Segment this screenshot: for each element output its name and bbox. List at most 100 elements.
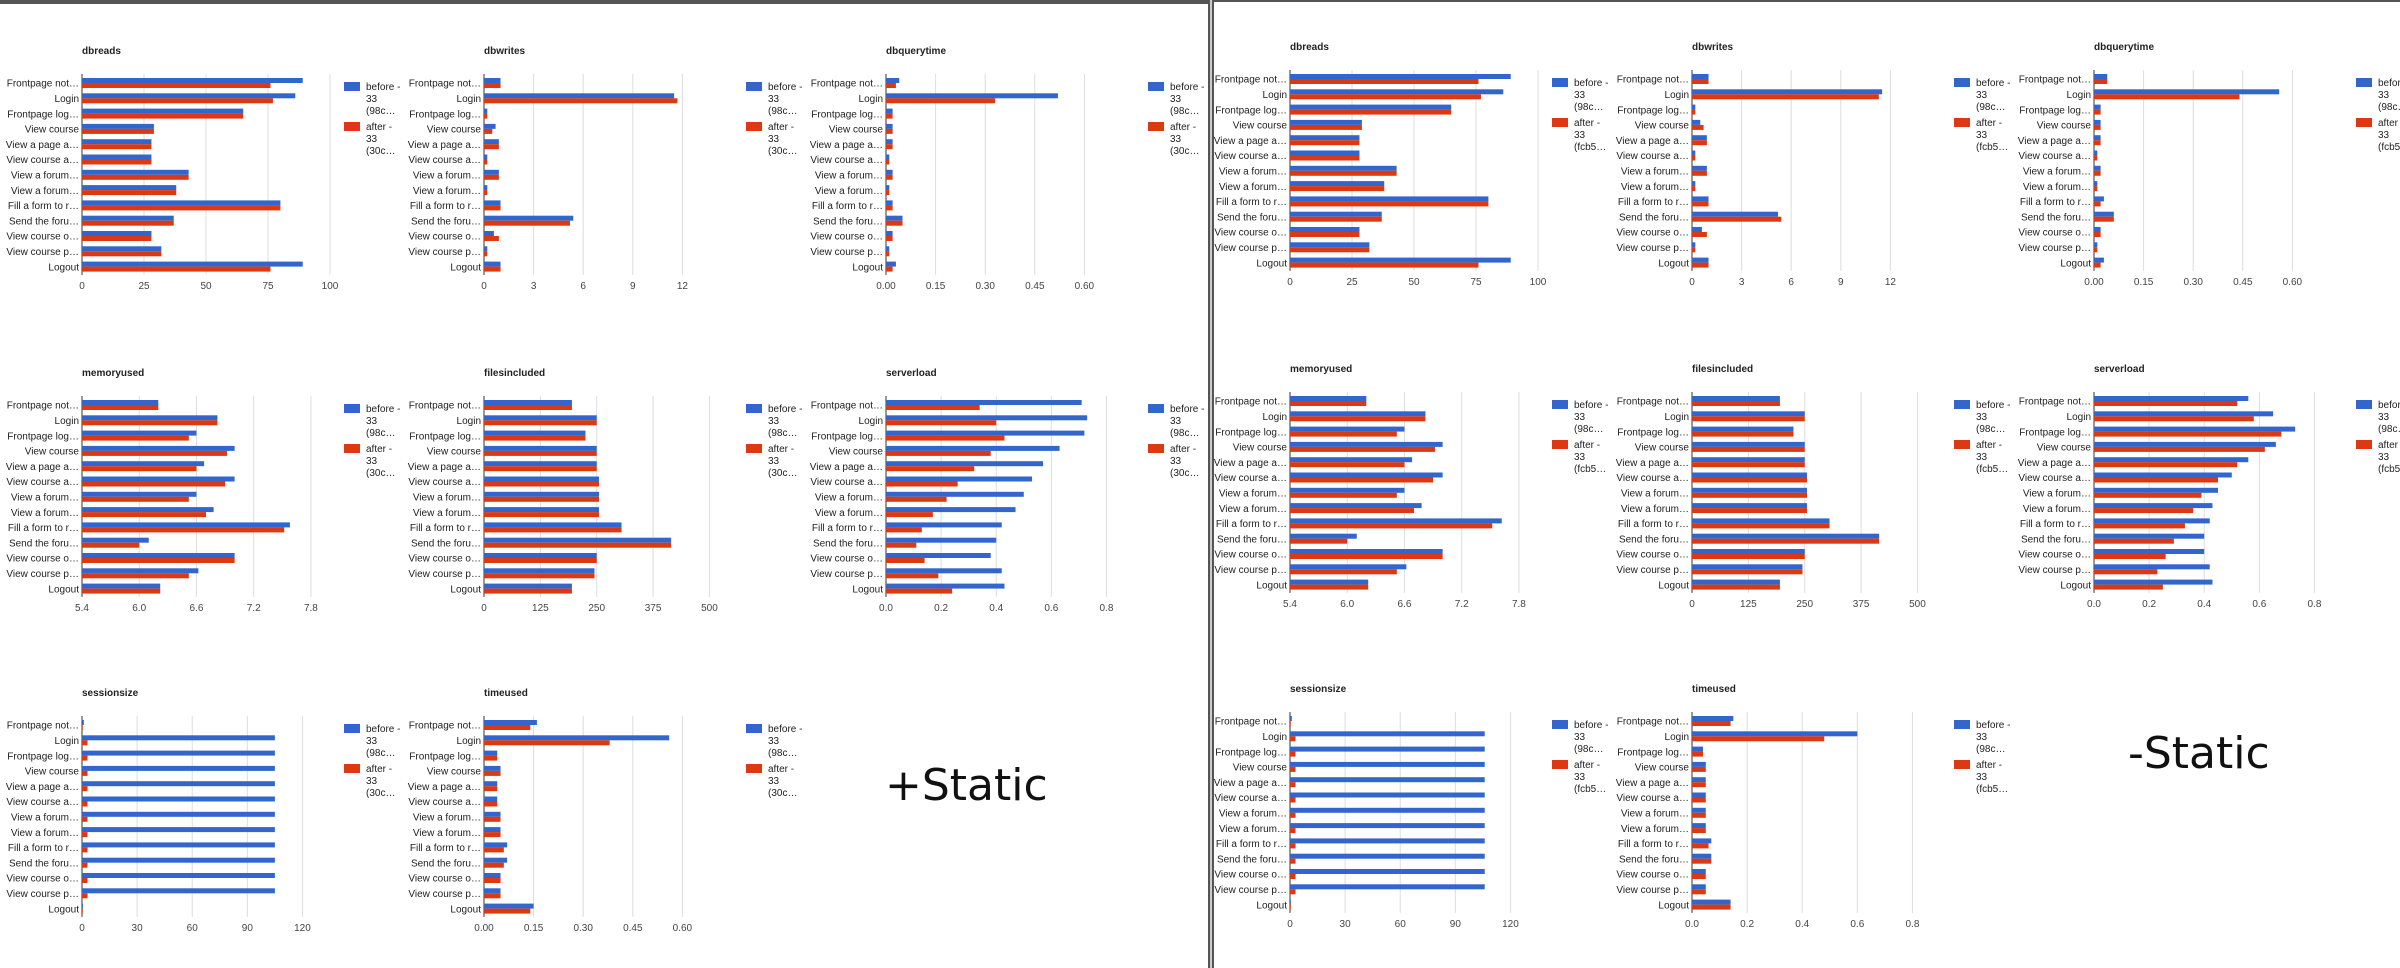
bar-before <box>1692 89 1882 94</box>
bar-before <box>2094 427 2295 432</box>
legend-label-after: after -33 (30c… <box>768 122 797 157</box>
bar-after <box>82 160 151 165</box>
category-label: View course <box>2037 121 2092 132</box>
bar-after <box>82 129 154 134</box>
bar-before <box>1692 503 1807 508</box>
bar-before <box>1692 105 1695 110</box>
x-tick-label: 0.8 <box>1099 603 1113 614</box>
bar-after <box>1290 171 1397 176</box>
bar-before <box>484 216 573 221</box>
category-label: View course <box>829 125 884 136</box>
legend-label-after: after -33 (30c… <box>1170 444 1199 479</box>
bar-before <box>82 888 275 893</box>
legend-swatch-before <box>1552 720 1568 729</box>
bar-before <box>484 522 622 527</box>
bar-after <box>2094 493 2201 498</box>
bar-before <box>1692 869 1706 874</box>
x-tick-label: 25 <box>1346 277 1358 288</box>
category-label: Fill a form to r… <box>1618 519 1689 530</box>
legend-label-after: after -33 (30c… <box>768 764 797 799</box>
category-label: Frontpage log… <box>7 431 79 442</box>
legend-label-before: before -33(98c… <box>1574 78 1608 113</box>
bar-after <box>1290 843 1296 848</box>
bar-after <box>1692 736 1824 741</box>
bar-after <box>82 725 83 730</box>
bar-after <box>82 740 88 745</box>
bar-after <box>886 190 889 195</box>
legend-swatch-before <box>1552 78 1568 87</box>
bar-before <box>82 842 275 847</box>
bar-after <box>484 756 497 761</box>
bar-after <box>2094 263 2101 268</box>
bar-before <box>484 492 599 497</box>
bar-after <box>1692 585 1780 590</box>
legend-swatch-before <box>746 82 762 91</box>
bar-after <box>82 267 270 272</box>
category-label: View course a… <box>1616 151 1689 162</box>
bar-before <box>484 109 487 114</box>
x-tick-label: 12 <box>1885 277 1897 288</box>
x-tick-label: 90 <box>1450 919 1462 930</box>
bar-before <box>1290 488 1404 493</box>
bar-after <box>886 527 922 532</box>
static-on-label: +Static <box>885 760 1048 811</box>
chart-title: memoryused <box>1290 364 1352 375</box>
bar-after <box>1692 156 1695 161</box>
legend-swatch-before <box>1148 404 1164 413</box>
x-tick-label: 6 <box>580 281 586 292</box>
bar-before <box>1692 151 1695 156</box>
bar-after <box>1290 585 1368 590</box>
bar-before <box>484 751 497 756</box>
x-tick-label: 12 <box>677 281 689 292</box>
bar-after <box>82 893 88 898</box>
bar-after <box>2094 186 2097 191</box>
category-label: View course p… <box>2018 565 2091 576</box>
bar-after <box>1692 889 1706 894</box>
bar-after <box>82 543 139 548</box>
bar-after <box>886 482 958 487</box>
bar-before <box>1290 212 1382 217</box>
bar-before <box>2094 396 2248 401</box>
category-label: View course o… <box>408 232 481 243</box>
category-label: Logout <box>852 262 883 273</box>
bar-after <box>484 771 501 776</box>
bar-before <box>1290 442 1443 447</box>
category-label: Login <box>55 416 79 427</box>
bar-before <box>82 124 154 129</box>
bar-before <box>1692 473 1807 478</box>
x-tick-label: 3 <box>1739 277 1745 288</box>
legend-swatch-after <box>746 122 762 131</box>
chart-right-sessionsize: sessionsize0 30 60 90 120Frontpage not…Login… <box>1210 676 1610 922</box>
x-tick-label: 0.2 <box>2142 599 2156 610</box>
bar-after <box>484 83 501 88</box>
bar-before <box>82 492 196 497</box>
bar-after <box>2094 140 2101 145</box>
bar-before <box>484 200 501 205</box>
category-label: View course p… <box>810 247 883 258</box>
bar-after <box>886 160 889 165</box>
x-tick-label: 0.30 <box>975 281 995 292</box>
category-label: Send the foru… <box>813 216 883 227</box>
bar-after <box>1692 263 1709 268</box>
category-label: View course a… <box>1616 793 1689 804</box>
x-tick-label: 7.2 <box>1455 599 1469 610</box>
category-label: View course o… <box>408 874 481 885</box>
legend-swatch-after <box>2356 118 2372 127</box>
category-label: View course <box>25 767 80 778</box>
category-label: View course o… <box>2018 228 2091 239</box>
chart-left-dbquerytime: dbquerytime0.00 0.15 0.30 0.45 0.60Frontpage… <box>806 38 1206 284</box>
bar-before <box>1290 411 1425 416</box>
bar-after <box>2094 569 2157 574</box>
legend-label-before: before -33(98c… <box>1976 400 2010 435</box>
bar-after <box>484 863 504 868</box>
x-tick-label: 0 <box>79 923 85 934</box>
bar-after <box>1290 125 1362 130</box>
category-label: View course o… <box>1214 228 1287 239</box>
bar-before <box>82 415 217 420</box>
bar-before <box>1290 518 1502 523</box>
chart-right-memoryused: memoryused5.4 6.0 6.6 7.2 7.8Frontpage not…L… <box>1210 356 1610 602</box>
category-label: Logout <box>48 262 79 273</box>
bar-after <box>484 482 599 487</box>
bar-before <box>82 584 160 589</box>
bar-before <box>82 568 198 573</box>
